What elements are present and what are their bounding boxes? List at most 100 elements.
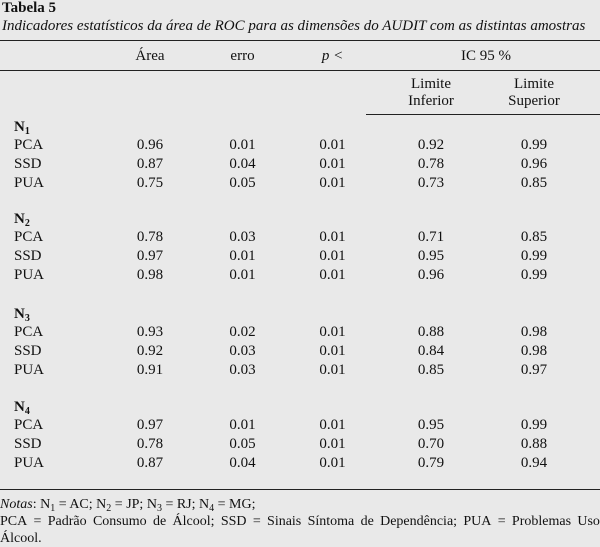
cell-lim-inf: 0.95 [417,417,445,433]
cell-lim-sup: 0.88 [520,436,548,452]
cell-erro: 0.04 [229,156,256,172]
group-title-n2: N2 [14,211,30,229]
header-p: p < [321,48,344,64]
notes-word: SSD [220,514,247,529]
cell-lim-inf: 0.78 [417,156,445,172]
notes-word: Síntoma [307,514,355,529]
cell-p: 0.01 [319,175,346,191]
cell-area: 0.78 [136,436,164,452]
cell-erro: 0.01 [229,248,256,264]
cell-lim-sup: 0.97 [520,362,548,378]
header-rule [0,70,600,71]
notes-word: = [497,514,506,529]
cell-area: 0.92 [136,343,164,359]
cell-label: SSD [14,343,42,359]
cell-area: 0.98 [136,267,164,283]
cell-label: PUA [14,455,45,471]
cell-erro: 0.05 [229,436,256,452]
cell-erro: 0.02 [229,324,256,340]
cell-lim-sup: 0.96 [520,156,548,172]
ic-rule [366,114,600,115]
notes-line-1: Notas: N1 = AC; N2 = JP; N3 = RJ; N4 = M… [0,497,256,514]
cell-p: 0.01 [319,455,346,471]
cell-erro: 0.01 [229,137,256,153]
notes-word: Problemas [511,514,572,529]
cell-erro: 0.03 [229,343,256,359]
cell-erro: 0.04 [229,455,256,471]
bottom-rule [0,489,600,490]
notes-definitions: N1 = AC; N2 = JP; N3 = RJ; N4 = MG; [40,497,256,514]
header-area: Área [135,48,165,64]
cell-lim-inf: 0.71 [417,229,445,245]
cell-label: PUA [14,267,45,283]
table-subtitle: Indicadores estatísticos da área de ROC … [2,18,586,34]
notes-word: de [360,514,374,529]
cell-lim-inf: 0.92 [417,137,445,153]
notes-word: Uso [577,514,600,529]
notes-line-2: PCA = Padrão Consumo de Álcool; SSD = Sinais Sínt… [0,513,600,530]
cell-area: 0.87 [136,455,164,471]
notes-word: = [33,514,42,529]
notes-word: Dependência; [380,514,458,529]
cell-p: 0.01 [319,267,346,283]
cell-area: 0.97 [136,417,164,433]
cell-label: PCA [14,417,44,433]
cell-lim-sup: 0.99 [520,267,548,283]
cell-erro: 0.03 [229,362,256,378]
cell-lim-inf: 0.84 [417,343,445,359]
cell-lim-inf: 0.70 [417,436,445,452]
notes-def-n4: N4 = MG; [199,497,256,514]
notes-word: = [252,514,261,529]
cell-erro: 0.05 [229,175,256,191]
cell-lim-inf: 0.73 [417,175,445,191]
header-limite-inferior-2: Inferior [408,93,454,109]
cell-label: PCA [14,229,44,245]
cell-area: 0.78 [136,229,164,245]
cell-label: SSD [14,436,42,452]
cell-p: 0.01 [319,417,346,433]
cell-lim-sup: 0.99 [520,248,548,264]
cell-label: PUA [14,175,45,191]
cell-area: 0.75 [136,175,164,191]
cell-p: 0.01 [319,324,346,340]
table-notes: Notas: N1 = AC; N2 = JP; N3 = RJ; N4 = M… [0,496,600,547]
cell-p: 0.01 [319,343,346,359]
cell-p: 0.01 [319,248,346,264]
group-title-n4: N4 [14,399,30,417]
cell-label: SSD [14,156,42,172]
notes-word: PCA [0,514,28,529]
header-limite-superior-1: Limite [514,76,554,92]
cell-p: 0.01 [319,156,346,172]
cell-label: SSD [14,248,42,264]
cell-lim-inf: 0.95 [417,248,445,264]
cell-erro: 0.01 [229,417,256,433]
cell-erro: 0.01 [229,267,256,283]
cell-p: 0.01 [319,137,346,153]
notes-def-n2: N2 = JP; [96,497,147,514]
cell-lim-sup: 0.99 [520,417,548,433]
header-ic: IC 95 % [461,48,511,64]
notes-word: Padrão [47,514,87,529]
cell-area: 0.91 [136,362,164,378]
notes-word: Sinais [267,514,302,529]
cell-lim-sup: 0.94 [520,455,548,471]
cell-lim-inf: 0.85 [417,362,445,378]
cell-p: 0.01 [319,436,346,452]
notes-line-3: Álcool. [0,531,42,546]
cell-lim-inf: 0.96 [417,267,445,283]
group-title-n1: N1 [14,119,30,137]
notes-word: Consumo [92,514,147,529]
header-limite-superior-2: Superior [508,93,560,109]
notes-word: Álcool; [172,514,215,529]
cell-area: 0.87 [136,156,164,172]
cell-area: 0.96 [136,137,164,153]
cell-p: 0.01 [319,362,346,378]
cell-lim-inf: 0.88 [417,324,445,340]
cell-lim-sup: 0.98 [520,324,548,340]
cell-area: 0.97 [136,248,164,264]
notes-word: PUA [463,514,492,529]
cell-p: 0.01 [319,229,346,245]
table-title: Tabela 5 [2,0,57,16]
cell-lim-sup: 0.99 [520,137,548,153]
cell-lim-sup: 0.85 [520,229,548,245]
